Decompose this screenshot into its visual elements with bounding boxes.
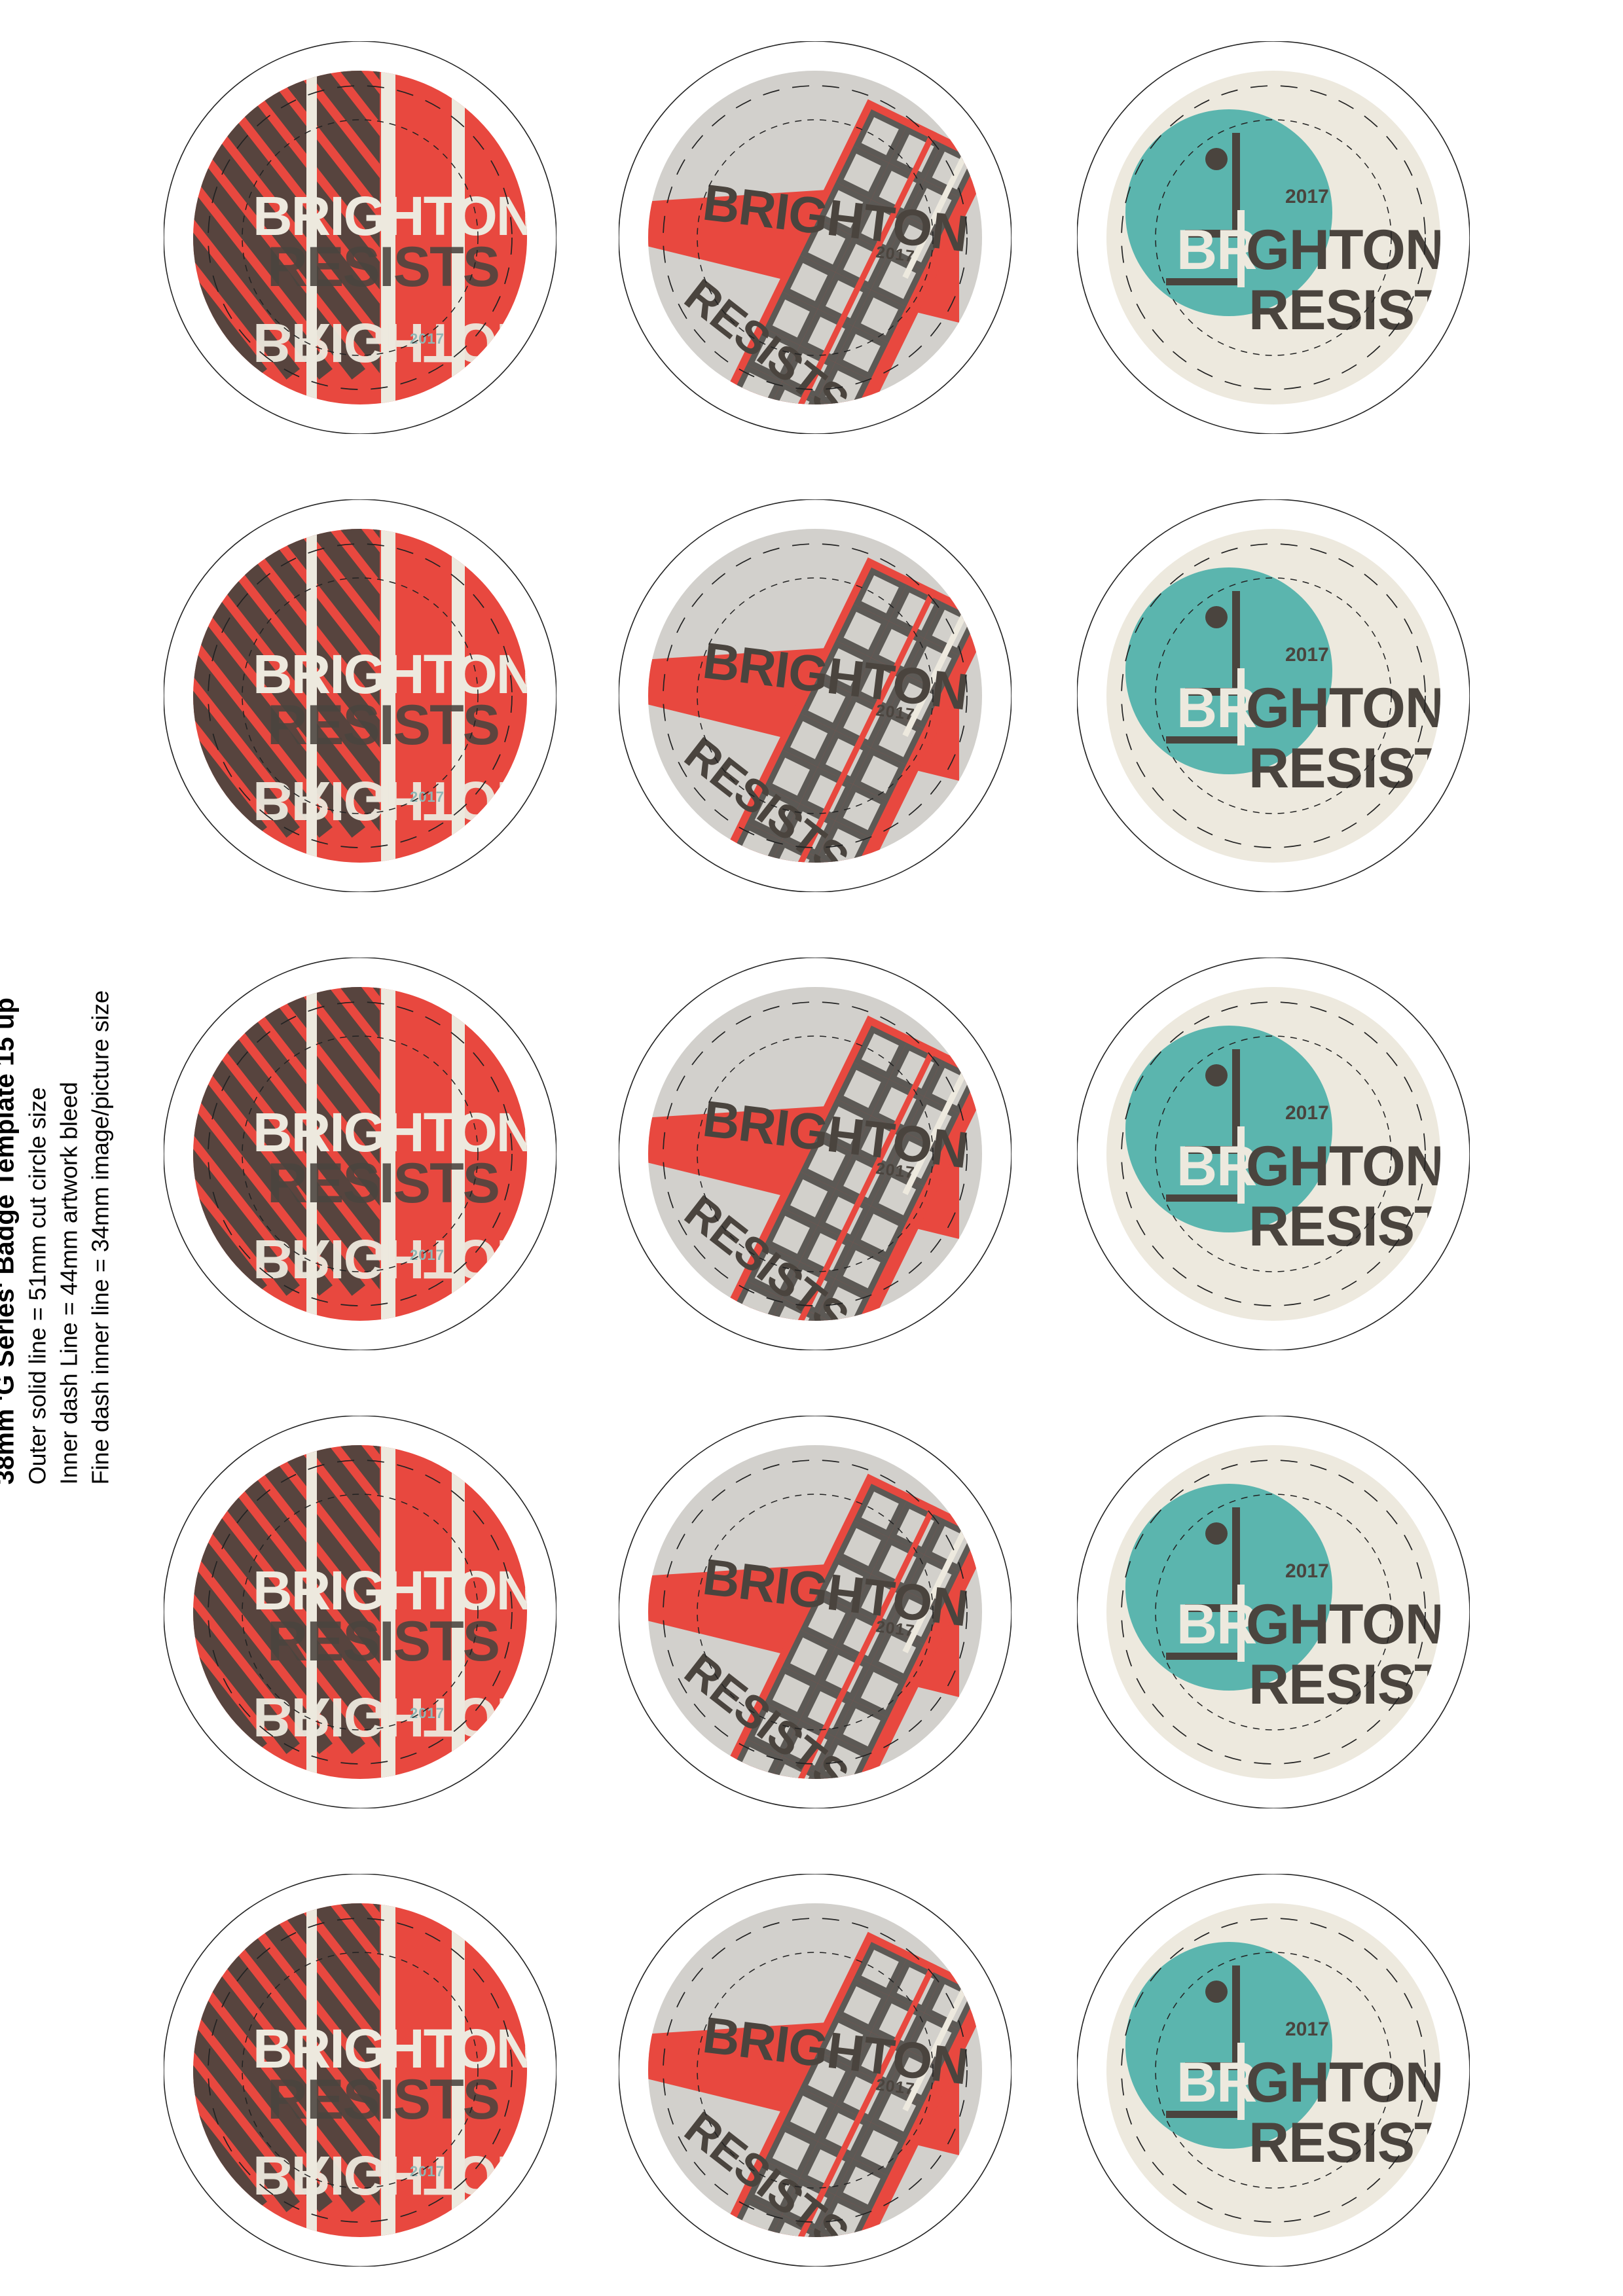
svg-text:BRIGHTON: BRIGHTON xyxy=(253,643,534,705)
svg-text:GHTON: GHTON xyxy=(1246,1593,1445,1656)
badge-teal-r5c3: BR GHTON RESISTS 2017 xyxy=(1077,1874,1470,2267)
svg-text:GHTON: GHTON xyxy=(1246,677,1445,740)
svg-text:2017: 2017 xyxy=(1285,2018,1329,2040)
svg-text:RESISTS: RESISTS xyxy=(1249,2111,1470,2174)
badge-stripes-r5c1: BRIGHTON BRIGHTON RESISTS 2017 xyxy=(164,1874,556,2267)
svg-text:RESISTS: RESISTS xyxy=(1249,737,1470,800)
badge-pier-r5c2: BRIGHTON RESISTS 2017 xyxy=(619,1874,1012,2267)
svg-text:RESISTS: RESISTS xyxy=(1249,1195,1470,1258)
svg-text:2017: 2017 xyxy=(1285,1560,1329,1582)
badge-stripes-r3c1: BRIGHTON BRIGHTON RESISTS 2017 xyxy=(164,958,556,1350)
svg-text:BRIGHTON: BRIGHTON xyxy=(253,185,534,247)
svg-text:2017: 2017 xyxy=(410,789,445,805)
badge-pier-r3c2: BRIGHTON RESISTS 2017 xyxy=(619,958,1012,1350)
badge-stripes-r1c1: BRIGHTON BRIGHTON RESISTS 2017 xyxy=(164,41,556,434)
svg-text:2017: 2017 xyxy=(410,1705,445,1721)
svg-text:2017: 2017 xyxy=(1285,186,1329,207)
svg-text:2017: 2017 xyxy=(1285,1102,1329,1124)
svg-text:BRIGHTON: BRIGHTON xyxy=(253,2018,534,2079)
svg-text:GHTON: GHTON xyxy=(1246,1135,1445,1198)
svg-text:BRIGHTON: BRIGHTON xyxy=(253,312,534,374)
svg-text:RESISTS: RESISTS xyxy=(267,1610,499,1673)
badge-pier-r4c2: BRIGHTON RESISTS 2017 xyxy=(619,1416,1012,1808)
svg-text:RESISTS: RESISTS xyxy=(267,2068,499,2131)
svg-text:RESISTS: RESISTS xyxy=(267,236,499,298)
svg-text:RESISTS: RESISTS xyxy=(1249,1653,1470,1716)
svg-text:2017: 2017 xyxy=(410,2163,445,2179)
svg-text:GHTON: GHTON xyxy=(1246,2051,1445,2114)
badge-teal-r2c3: BR GHTON RESISTS 2017 xyxy=(1077,499,1470,892)
svg-text:2017: 2017 xyxy=(410,1247,445,1263)
badge-teal-r1c3: BR GHTON RESISTS 2017 xyxy=(1077,41,1470,434)
badge-pier-r1c2: BRIGHTON RESISTS 2017 xyxy=(619,41,1012,434)
svg-text:BR: BR xyxy=(1176,219,1256,281)
svg-text:BR: BR xyxy=(1176,677,1256,740)
badge-pier-r2c2: BRIGHTON RESISTS 2017 xyxy=(619,499,1012,892)
svg-text:BRIGHTON: BRIGHTON xyxy=(253,1102,534,1163)
svg-text:RESISTS: RESISTS xyxy=(267,1152,499,1215)
svg-text:BRIGHTON: BRIGHTON xyxy=(253,1687,534,1748)
badge-teal-r4c3: BR GHTON RESISTS 2017 xyxy=(1077,1416,1470,1808)
svg-text:BR: BR xyxy=(1176,1593,1256,1656)
svg-text:BRIGHTON: BRIGHTON xyxy=(253,1229,534,1290)
svg-text:BRIGHTON: BRIGHTON xyxy=(253,1560,534,1621)
svg-text:BR: BR xyxy=(1176,1135,1256,1198)
svg-text:RESISTS: RESISTS xyxy=(1249,279,1470,342)
badge-stripes-r2c1: BRIGHTON BRIGHTON RESISTS 2017 xyxy=(164,499,556,892)
svg-text:BR: BR xyxy=(1176,2051,1256,2114)
badge-stripes-r4c1: BRIGHTON BRIGHTON RESISTS 2017 xyxy=(164,1416,556,1808)
svg-text:GHTON: GHTON xyxy=(1246,219,1445,281)
svg-text:RESISTS: RESISTS xyxy=(267,694,499,757)
svg-text:2017: 2017 xyxy=(410,331,445,347)
svg-text:BRIGHTON: BRIGHTON xyxy=(253,2145,534,2206)
badge-teal-r3c3: BR GHTON RESISTS 2017 xyxy=(1077,958,1470,1350)
svg-text:2017: 2017 xyxy=(1285,644,1329,666)
svg-text:BRIGHTON: BRIGHTON xyxy=(253,770,534,832)
